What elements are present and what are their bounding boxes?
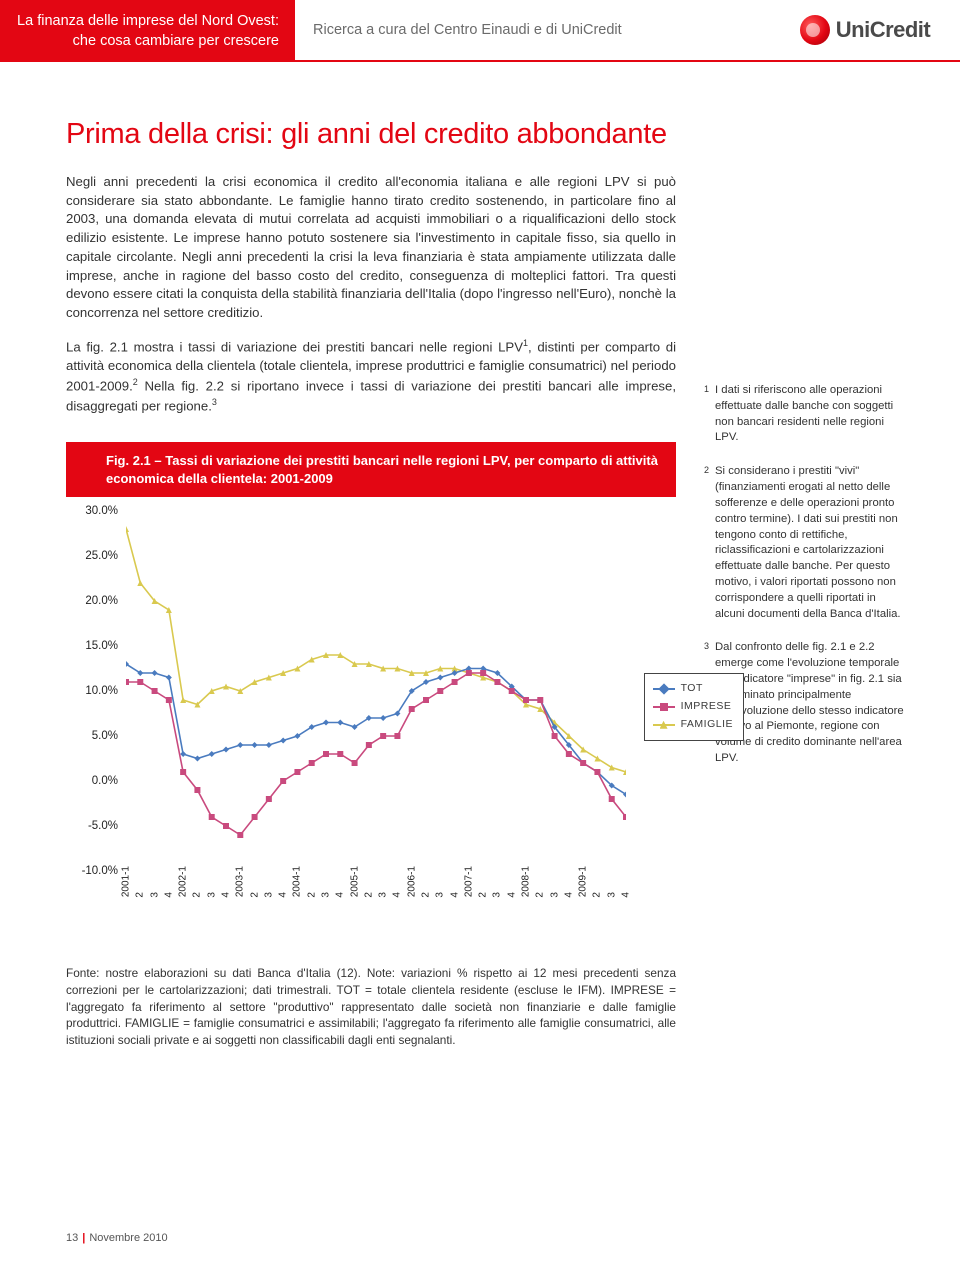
x-tick-label: 3 [321, 892, 332, 898]
header-line2: che cosa cambiare per crescere [16, 32, 279, 52]
footnote-text: I dati si riferiscono alle operazioni ef… [715, 383, 908, 446]
x-tick-label: 3 [435, 892, 446, 898]
footnote-1: 1 I dati si riferiscono alle operazioni … [704, 383, 908, 446]
y-label: -5.0% [66, 820, 118, 832]
p2-part-a: La fig. 2.1 mostra i tassi di variazione… [66, 339, 523, 354]
legend-marker-tot-icon [653, 688, 675, 690]
chart-legend: TOT IMPRESE FAMIGLIE [644, 673, 744, 741]
x-tick-label: 2 [421, 892, 432, 898]
x-tick-label: 3 [606, 892, 617, 898]
x-tick-label: 4 [449, 892, 460, 898]
x-tick-label: 2 [192, 892, 203, 898]
figure-caption: Fig. 2.1 – Tassi di variazione dei prest… [66, 442, 676, 497]
legend-famiglie: FAMIGLIE [653, 716, 733, 734]
x-tick-label: 2 [249, 892, 260, 898]
paragraph-1: Negli anni precedenti la crisi economica… [66, 173, 676, 323]
chart-2-1: 30.0% 25.0% 20.0% 15.0% 10.0% 5.0% 0.0% … [66, 505, 676, 915]
x-tick-label: 3 [378, 892, 389, 898]
page-title: Prima della crisi: gli anni del credito … [66, 118, 676, 151]
legend-label-imprese: IMPRESE [681, 698, 732, 716]
x-tick-label: 2005-1 [349, 866, 360, 897]
footnote-2: 2 Si considerano i prestiti "vivi" (fina… [704, 464, 908, 622]
legend-marker-famiglie-icon [653, 724, 675, 726]
side-column: 1 I dati si riferiscono alle operazioni … [704, 118, 908, 1049]
x-tick-label: 2 [592, 892, 603, 898]
main-column: Prima della crisi: gli anni del credito … [66, 118, 676, 1049]
header-line1: La finanza delle imprese del Nord Ovest: [16, 12, 279, 32]
paragraph-2: La fig. 2.1 mostra i tassi di variazione… [66, 337, 676, 416]
brand-name: UniCredit [836, 17, 931, 43]
x-tick-label: 2 [306, 892, 317, 898]
x-tick-label: 2 [535, 892, 546, 898]
legend-tot: TOT [653, 680, 733, 698]
page-header: La finanza delle imprese del Nord Ovest:… [0, 0, 960, 62]
x-tick-label: 2007-1 [463, 866, 474, 897]
footnote-num: 1 [704, 383, 709, 446]
footnote-ref-3: 3 [212, 397, 217, 407]
x-tick-label: 2004-1 [292, 866, 303, 897]
x-tick-label: 4 [506, 892, 517, 898]
x-tick-label: 2001-1 [121, 866, 132, 897]
x-tick-label: 2 [363, 892, 374, 898]
y-label: -10.0% [66, 865, 118, 877]
x-tick-label: 3 [263, 892, 274, 898]
chart-plot [126, 511, 626, 871]
x-tick-label: 3 [149, 892, 160, 898]
x-tick-label: 2 [135, 892, 146, 898]
footer-date: Novembre 2010 [89, 1232, 167, 1244]
x-tick-label: 2008-1 [521, 866, 532, 897]
x-tick-label: 4 [278, 892, 289, 898]
y-label: 25.0% [66, 550, 118, 562]
x-tick-label: 4 [221, 892, 232, 898]
y-label: 5.0% [66, 730, 118, 742]
legend-marker-imprese-icon [653, 706, 675, 708]
x-tick-label: 2002-1 [178, 866, 189, 897]
legend-label-famiglie: FAMIGLIE [681, 716, 733, 734]
x-tick-label: 2006-1 [406, 866, 417, 897]
x-tick-label: 4 [335, 892, 346, 898]
x-tick-label: 3 [492, 892, 503, 898]
p2-part-c: Nella fig. 2.2 si riportano invece i tas… [66, 378, 676, 413]
x-tick-label: 2003-1 [235, 866, 246, 897]
x-tick-label: 4 [392, 892, 403, 898]
page-number: 13 [66, 1232, 78, 1244]
legend-label-tot: TOT [681, 680, 703, 698]
brand-logo: UniCredit [770, 0, 960, 60]
y-label: 30.0% [66, 505, 118, 517]
y-label: 20.0% [66, 595, 118, 607]
figure-source: Fonte: nostre elaborazioni su dati Banca… [66, 965, 676, 1049]
y-label: 0.0% [66, 775, 118, 787]
header-subtitle: Ricerca a cura del Centro Einaudi e di U… [295, 0, 770, 60]
x-tick-label: 2 [478, 892, 489, 898]
x-tick-label: 4 [163, 892, 174, 898]
legend-imprese: IMPRESE [653, 698, 733, 716]
x-tick-label: 2009-1 [578, 866, 589, 897]
footnote-text: Si considerano i prestiti "vivi" (finanz… [715, 464, 908, 622]
y-label: 10.0% [66, 685, 118, 697]
footnote-num: 2 [704, 464, 709, 622]
x-tick-label: 4 [563, 892, 574, 898]
x-tick-label: 3 [206, 892, 217, 898]
y-label: 15.0% [66, 640, 118, 652]
header-series-title: La finanza delle imprese del Nord Ovest:… [0, 0, 295, 60]
unicredit-ball-icon [800, 15, 830, 45]
x-tick-label: 3 [549, 892, 560, 898]
page-footer: 13|Novembre 2010 [66, 1232, 168, 1244]
footer-separator-icon: | [78, 1232, 89, 1244]
x-tick-label: 4 [621, 892, 632, 898]
